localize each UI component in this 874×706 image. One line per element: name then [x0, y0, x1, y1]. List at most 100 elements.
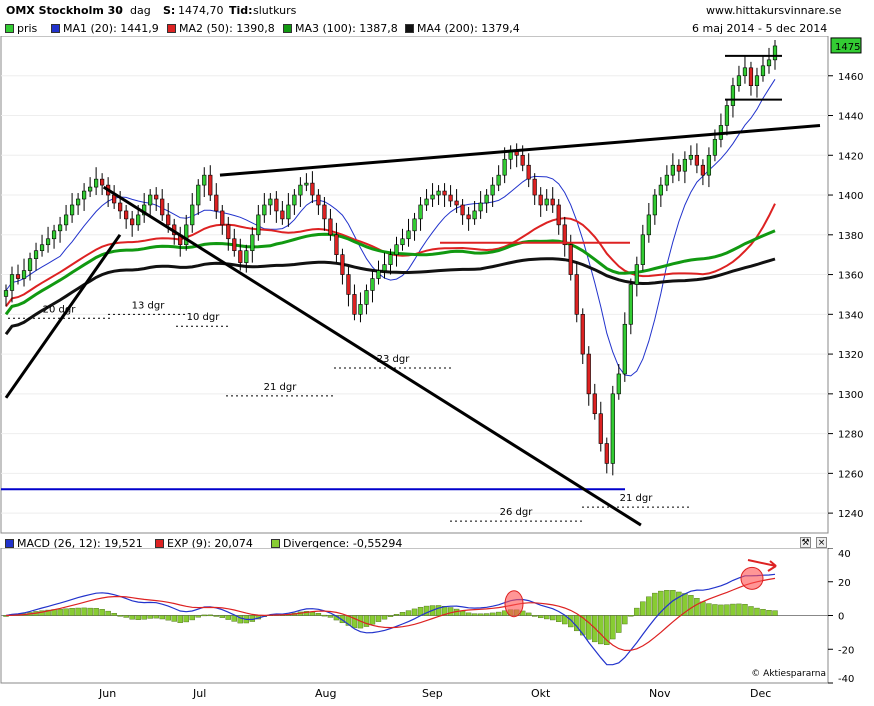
close-icon[interactable]: × — [816, 537, 827, 548]
divergence-bar — [724, 604, 730, 616]
candle-body — [190, 204, 195, 226]
divergence-bar — [399, 612, 406, 616]
candle-body — [658, 184, 663, 196]
candle-body — [442, 190, 447, 196]
divergence-bar — [411, 608, 418, 616]
divergence-bar — [742, 603, 748, 616]
divergence-bar — [766, 610, 772, 616]
candle-body — [316, 194, 321, 206]
divergence-bar — [525, 612, 532, 616]
legend-ma2: MA2 (50): 1390,8 — [179, 22, 275, 35]
divergence-bar — [225, 615, 231, 620]
candle-body — [88, 186, 93, 192]
candle-body — [154, 194, 159, 200]
candle-body — [334, 234, 339, 255]
divergence-bar — [730, 603, 736, 616]
signal-line — [5, 577, 776, 652]
chart-header: OMX Stockholm 30 - dag S: 1474,70 Tid: s… — [0, 0, 874, 20]
candle-body — [256, 214, 261, 236]
legend-swatch-ma1 — [51, 24, 60, 33]
candle-body — [202, 174, 207, 186]
candle-body — [124, 210, 129, 220]
candle-body — [27, 258, 33, 271]
divergence-bar — [604, 615, 610, 646]
candle-body — [292, 194, 297, 206]
candle-body — [184, 224, 189, 246]
divergence-bar — [303, 611, 310, 616]
candle-body — [592, 393, 597, 415]
divergence-bar — [207, 614, 213, 617]
candle-body — [118, 202, 123, 212]
divergence-bar — [363, 615, 370, 627]
tid-value: slutkurs — [253, 4, 297, 17]
trend-line — [219, 123, 821, 177]
divergence-bar — [531, 615, 538, 617]
divergence-bar — [237, 615, 244, 624]
candle-body — [466, 214, 471, 220]
macd-y-tick-label: 40 — [838, 549, 851, 560]
period: dag — [130, 4, 151, 17]
candle-body — [130, 218, 135, 226]
divergence-bar — [63, 608, 69, 616]
candle-body — [57, 224, 63, 232]
x-tick-label: Okt — [531, 687, 551, 700]
price-legend: pris MA1 (20): 1441,9 MA2 (50): 1390,8 M… — [0, 21, 874, 35]
candle-body — [75, 198, 81, 206]
candle-body — [772, 45, 778, 61]
candle-body — [208, 174, 213, 196]
candle-body — [526, 164, 531, 180]
divergence-bar — [153, 615, 159, 619]
divergence-bar — [129, 615, 135, 620]
candle-body — [472, 210, 477, 220]
y-tick-label: 1300 — [838, 390, 863, 401]
divergence-bar — [165, 615, 171, 621]
candle-body — [346, 274, 351, 295]
divergence-bar — [135, 615, 141, 620]
highlight-circle — [740, 566, 764, 590]
copyright: © Aktiespararna — [751, 669, 826, 679]
candle-body — [45, 238, 51, 246]
divergence-bar — [195, 615, 201, 618]
candle-body — [580, 314, 585, 355]
divergence-bar — [375, 615, 382, 622]
y-tick-label: 1320 — [838, 350, 863, 361]
divergence-bar — [700, 601, 706, 616]
divergence-bar — [550, 615, 556, 621]
candle-body — [562, 224, 567, 246]
s-label: S: — [163, 4, 176, 17]
candle-body — [622, 323, 627, 375]
divergence-bar — [105, 610, 111, 616]
candle-body — [286, 204, 291, 220]
divergence-bar — [706, 603, 712, 616]
divergence-bar — [45, 609, 51, 616]
candle-body — [412, 218, 417, 232]
y-tick-label: 1340 — [838, 310, 863, 321]
divergence-bar — [87, 607, 93, 616]
candle-body — [388, 254, 393, 265]
divergence-bar — [718, 604, 724, 616]
divergence-bar — [736, 603, 742, 616]
candle-body — [160, 198, 165, 216]
divergence-bar — [219, 615, 225, 618]
y-tick-label: 1400 — [838, 191, 863, 202]
divergence-bar — [309, 611, 316, 616]
candle-body — [652, 194, 657, 216]
candle-body — [394, 244, 399, 255]
annotation-label: 21 dgr — [620, 493, 654, 504]
divergence-bar — [321, 614, 328, 617]
candle-body — [244, 250, 249, 263]
candle-body — [280, 210, 285, 220]
candle-body — [232, 238, 237, 252]
y-tick-label: 1240 — [838, 509, 863, 520]
candle-body — [81, 190, 87, 200]
divergence-bar — [652, 592, 658, 616]
candle-body — [478, 202, 483, 212]
divergence-bar — [477, 613, 484, 616]
settings-icon[interactable]: ⚒ — [800, 537, 811, 548]
divergence-bar — [393, 614, 400, 616]
divergence-bar — [544, 615, 550, 620]
legend-macd: MACD (26, 12): 19,521 — [17, 537, 143, 550]
divergence-bar — [57, 608, 63, 616]
divergence-bar — [147, 615, 153, 619]
candle-body — [418, 204, 423, 220]
